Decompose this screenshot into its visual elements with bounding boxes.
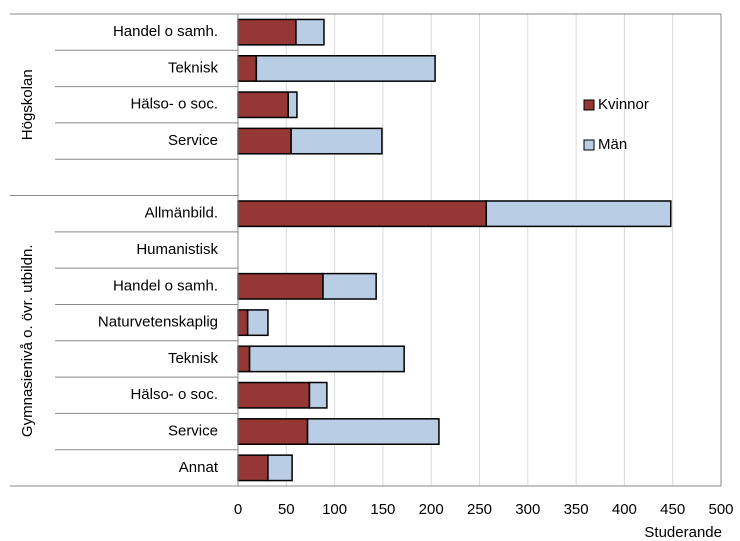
x-tick-label: 300	[515, 501, 540, 518]
y-tick-label: Handel o samh.	[113, 23, 218, 40]
bar-segment	[237, 381, 311, 409]
y-tick-label: Service	[168, 132, 218, 149]
bar-segment	[308, 381, 328, 409]
legend-swatch	[583, 99, 595, 111]
legend-label: Kvinnor	[598, 96, 649, 113]
y-tick-label: Naturvetenskaplig	[98, 314, 218, 331]
bar-segment	[322, 272, 377, 300]
x-axis-label: Studerande	[644, 524, 722, 541]
y-tick-label: Hälso- o soc.	[130, 386, 218, 403]
y-tick-label: Teknisk	[168, 350, 219, 367]
x-tick-label: 250	[467, 501, 492, 518]
bar-segment	[237, 309, 249, 337]
group-label: Högskolan	[19, 69, 36, 140]
x-tick-label: 350	[564, 501, 589, 518]
bar-segment	[255, 55, 436, 82]
y-tick-label: Allmänbild.	[145, 205, 218, 222]
x-tick-label: 500	[708, 501, 733, 518]
bar-segment	[306, 418, 440, 445]
y-tick-label: Hälso- o soc.	[130, 96, 218, 113]
bar-segment	[237, 272, 324, 300]
bar-segment	[237, 454, 269, 482]
bar-segment	[237, 200, 488, 228]
y-tick-label: Annat	[179, 459, 219, 476]
x-tick-label: 400	[612, 501, 637, 518]
bar-segment	[287, 91, 298, 119]
y-tick-label: Humanistisk	[136, 241, 218, 258]
bar-segment	[248, 345, 405, 373]
bar-segment	[485, 200, 672, 228]
group-label: Gymnasienivå o. övr. utbildn.	[19, 244, 36, 437]
bar-segment	[246, 309, 269, 337]
y-tick-label: Teknisk	[168, 59, 219, 76]
y-tick-label: Handel o samh.	[113, 277, 218, 294]
bar-segment	[237, 418, 309, 445]
x-tick-label: 0	[234, 501, 242, 518]
x-tick-label: 150	[370, 501, 395, 518]
bar-segment	[295, 18, 325, 46]
bar-segment	[267, 454, 293, 482]
bar-segment	[237, 18, 297, 46]
x-tick-label: 50	[278, 501, 295, 518]
bar-segment	[290, 127, 383, 155]
bar-segment	[237, 55, 258, 82]
x-tick-label: 450	[660, 501, 685, 518]
legend-label: Män	[598, 136, 627, 153]
bar-segment	[237, 127, 292, 155]
x-tick-label: 200	[419, 501, 444, 518]
bar-segment	[237, 345, 251, 373]
bar-segment	[237, 91, 289, 119]
y-tick-label: Service	[168, 423, 218, 440]
x-tick-label: 100	[322, 501, 347, 518]
legend-swatch	[583, 139, 595, 151]
